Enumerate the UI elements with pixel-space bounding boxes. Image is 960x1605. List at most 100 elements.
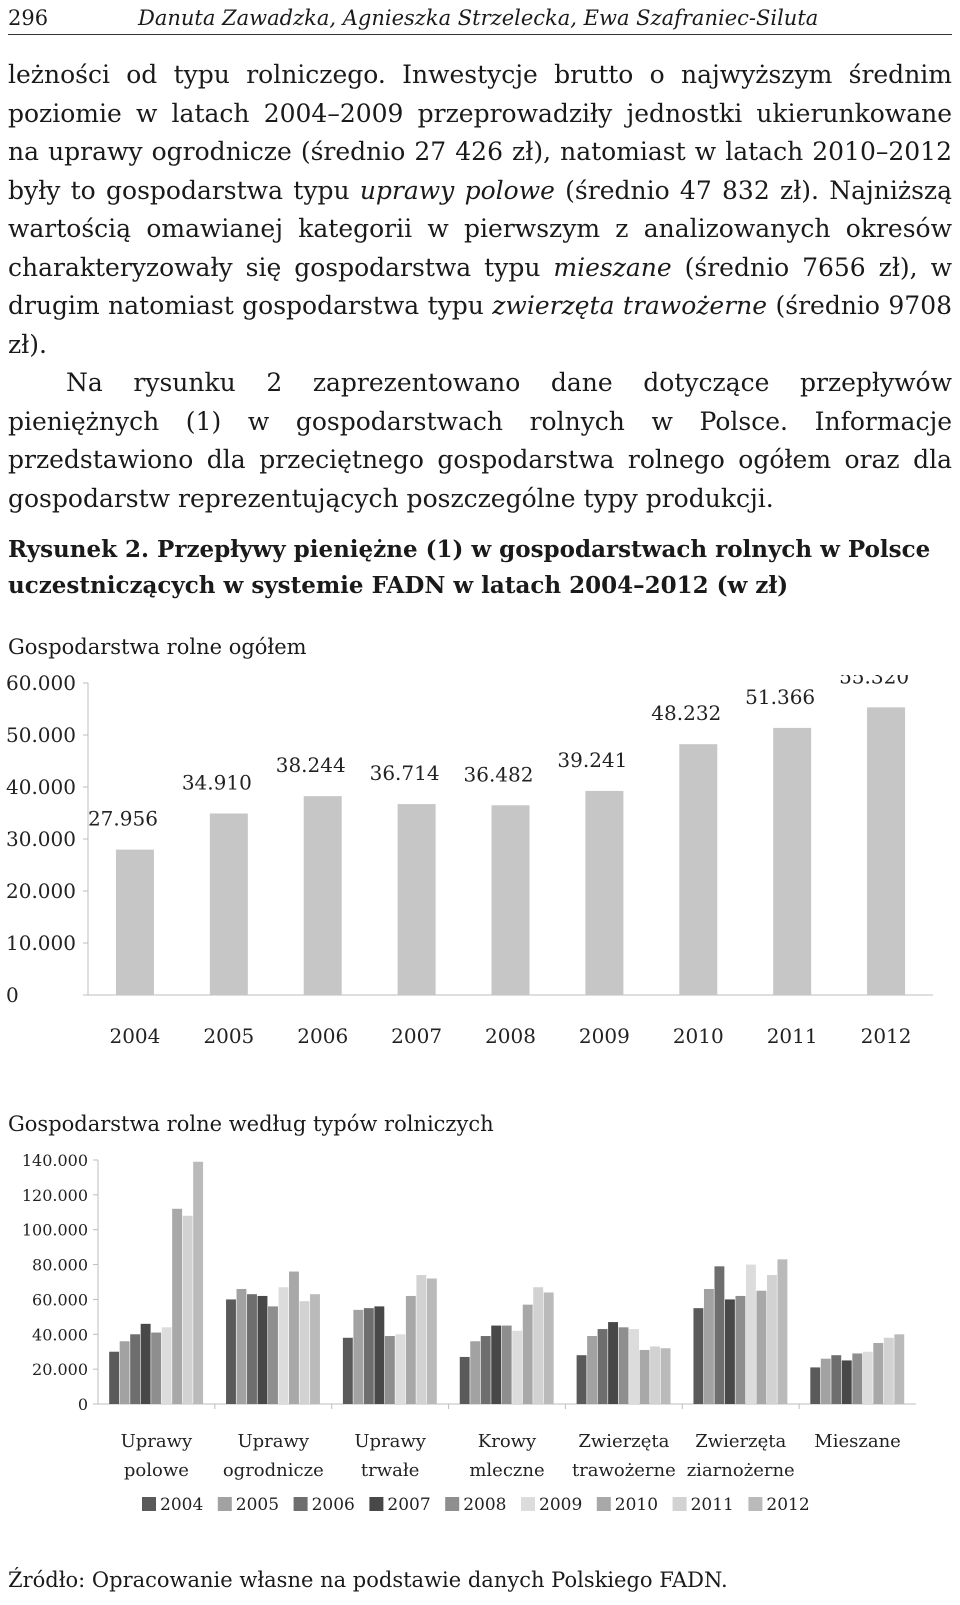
- chart-2-category-label-line-2: polowe: [124, 1460, 189, 1481]
- chart-1-data-label: 51.366: [745, 685, 815, 709]
- body-text: leżności od typu rolniczego. Inwestycje …: [8, 56, 952, 518]
- chart-2-category-label-line-1: Krowy: [478, 1431, 537, 1452]
- chart-1-data-label: 36.714: [370, 761, 440, 785]
- chart-2-bar: [405, 1295, 416, 1404]
- chart-2-bar: [841, 1360, 852, 1404]
- chart-2-y-tick-label: 20.000: [32, 1360, 88, 1379]
- chart-2-category-label-line-2: trwałe: [361, 1460, 419, 1481]
- paragraph-1: leżności od typu rolniczego. Inwestycje …: [8, 56, 952, 364]
- chart-2-bar: [130, 1334, 141, 1404]
- chart-2-y-tick-label: 60.000: [32, 1290, 88, 1309]
- chart-2-bar: [278, 1287, 289, 1404]
- chart-2-legend-label: 2004: [160, 1495, 203, 1515]
- chart-2-bar: [533, 1287, 544, 1404]
- chart-2-category-label-line-2: mleczne: [469, 1460, 544, 1481]
- paragraph-2: Na rysunku 2 zaprezentowano dane dotyczą…: [8, 368, 952, 513]
- chart-1-x-tick-label: 2005: [203, 1024, 254, 1048]
- chart-1-bar: [585, 790, 624, 995]
- chart-1-x-tick-label: 2004: [109, 1024, 160, 1048]
- chart-1-bar: [115, 849, 154, 995]
- chart-2-y-tick-label: 100.000: [22, 1221, 88, 1240]
- chart-2-y-tick-label: 40.000: [32, 1325, 88, 1344]
- chart-1-x-tick-label: 2009: [579, 1024, 630, 1048]
- chart-2-legend-swatch: [142, 1497, 156, 1511]
- chart-2-category-label-line-1: Mieszane: [814, 1431, 901, 1452]
- running-head: 296 Danuta Zawadzka, Agnieszka Strzeleck…: [8, 4, 952, 35]
- chart-1-bar: [209, 813, 248, 995]
- chart-2-legend-label: 2011: [691, 1495, 734, 1515]
- chart-2-bar: [597, 1329, 608, 1404]
- chart-2-bar: [766, 1275, 777, 1404]
- chart-2-bar: [831, 1355, 842, 1404]
- chart-2-category-label-line-1: Uprawy: [354, 1431, 426, 1452]
- chart-2-bar: [236, 1288, 247, 1404]
- page-number: 296: [8, 6, 49, 30]
- chart-2-bar: [480, 1336, 491, 1404]
- chart-2-bar: [735, 1295, 746, 1404]
- chart-2-legend-swatch: [293, 1497, 308, 1511]
- chart-2-y-tick-label: 80.000: [32, 1256, 88, 1275]
- chart-2-bar: [299, 1301, 310, 1404]
- chart-2-title: Gospodarstwa rolne według typów rolniczy…: [8, 1112, 494, 1136]
- chart-1-y-tick-label: 10.000: [6, 931, 76, 955]
- chart-2-bar: [416, 1275, 427, 1404]
- chart-2-legend-swatch: [521, 1497, 535, 1511]
- chart-1-x-tick-label: 2010: [673, 1024, 724, 1048]
- chart-2-bar: [693, 1308, 704, 1404]
- chart-2-bar: [257, 1295, 268, 1404]
- chart-1-data-label: 34.910: [182, 770, 252, 794]
- chart-2-legend-label: 2012: [766, 1495, 809, 1515]
- chart-1-data-label: 27.956: [88, 807, 158, 831]
- chart-2-bar: [512, 1330, 523, 1404]
- paragraph-1-emphasis-2: mieszane: [553, 252, 672, 282]
- chart-1-x-tick-label: 2006: [297, 1024, 348, 1048]
- chart-1-total-farms: 0 10.000 20.000 30.000 40.000 50.000 60.000 27.…: [6, 675, 933, 1048]
- chart-1-y-tick-label: 40.000: [6, 775, 76, 799]
- chart-1-bar: [491, 805, 530, 995]
- chart-2-legend-swatch: [748, 1497, 763, 1511]
- paragraph-1-part-c: (średnio 7656 zł), w drugim natomiast go…: [8, 252, 952, 321]
- chart-1-bar: [303, 796, 342, 995]
- chart-1-data-label: 36.482: [464, 762, 534, 786]
- chart-2-category-label-line-1: Uprawy: [121, 1431, 193, 1452]
- chart-2-bar: [140, 1323, 151, 1404]
- chart-2-bar: [459, 1356, 470, 1404]
- chart-2-bar: [820, 1358, 831, 1404]
- chart-2-category-label-line-1: Zwierzęta: [695, 1431, 786, 1452]
- chart-1-data-label: 48.232: [651, 701, 721, 725]
- chart-2-bar: [491, 1325, 502, 1404]
- chart-1-data-label: 55.320: [839, 675, 909, 688]
- chart-2-bar: [226, 1299, 236, 1404]
- chart-2-bar: [522, 1304, 533, 1404]
- chart-2-bar: [852, 1353, 863, 1404]
- chart-2-bar: [363, 1308, 374, 1404]
- chart-2-bar: [151, 1332, 162, 1404]
- chart-1-y-tick-label: 50.000: [6, 723, 76, 747]
- chart-2-bar: [247, 1294, 257, 1404]
- chart-1-bar: [773, 727, 812, 995]
- chart-2-bar: [193, 1161, 204, 1404]
- chart-2-legend-swatch: [596, 1497, 611, 1511]
- chart-2-bar: [660, 1348, 671, 1404]
- chart-2-legend-label: 2010: [615, 1495, 658, 1515]
- paragraph-1-emphasis-3: zwierzęta trawożerne: [492, 291, 768, 320]
- chart-2-category-label-line-2: ogrodnicze: [223, 1460, 324, 1481]
- chart-2-category-label-line-1: Zwierzęta: [578, 1431, 669, 1452]
- chart-2-bar: [119, 1341, 130, 1404]
- chart-1-x-tick-label: 2011: [767, 1024, 818, 1048]
- chart-2-bar: [587, 1336, 598, 1404]
- chart-2-bar: [289, 1271, 299, 1404]
- chart-2-category-label-line-2: trawożerne: [572, 1460, 676, 1481]
- chart-2-bar: [810, 1367, 821, 1404]
- chart-1-x-tick-label: 2008: [485, 1024, 536, 1048]
- chart-2-bar: [608, 1322, 619, 1404]
- source-note: Źródło: Opracowanie własne na podstawie …: [8, 1568, 728, 1592]
- chart-2-bar: [756, 1290, 767, 1404]
- chart-2-bar: [109, 1351, 120, 1404]
- chart-2-legend-label: 2008: [463, 1495, 506, 1515]
- chart-2-bar: [629, 1329, 640, 1404]
- chart-2-y-tick-label: 140.000: [22, 1151, 88, 1170]
- chart-2-y-tick-label: 120.000: [22, 1186, 88, 1205]
- chart-1-y-tick-label: 0: [6, 983, 19, 1007]
- chart-2-bar: [639, 1349, 650, 1404]
